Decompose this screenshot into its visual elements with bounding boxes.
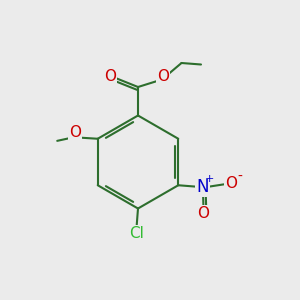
Text: O: O: [157, 69, 169, 84]
Text: N: N: [196, 178, 209, 196]
Text: +: +: [205, 174, 214, 184]
Text: Cl: Cl: [129, 226, 144, 242]
Text: O: O: [69, 125, 81, 140]
Text: -: -: [237, 169, 242, 184]
Text: O: O: [225, 176, 237, 191]
Text: O: O: [104, 69, 116, 84]
Text: O: O: [197, 206, 209, 221]
